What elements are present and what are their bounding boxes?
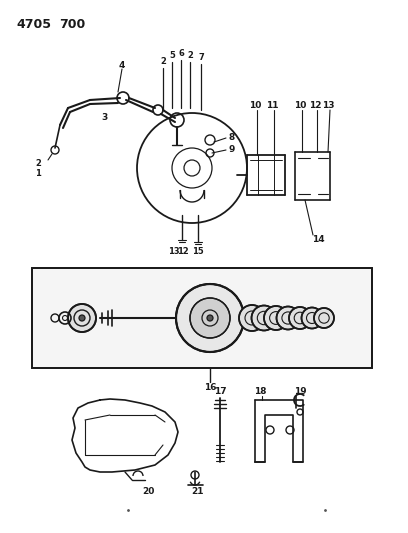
Circle shape — [302, 308, 322, 328]
Circle shape — [251, 305, 277, 330]
Text: 2: 2 — [160, 58, 166, 67]
Text: 3: 3 — [102, 112, 108, 122]
Circle shape — [277, 306, 299, 329]
Text: 8: 8 — [229, 133, 235, 142]
Text: 16: 16 — [204, 384, 216, 392]
Text: 1: 1 — [35, 168, 41, 177]
Circle shape — [264, 306, 288, 330]
Text: 21: 21 — [192, 488, 204, 497]
Text: 9: 9 — [229, 146, 235, 155]
Text: 10: 10 — [249, 101, 261, 109]
Text: 2: 2 — [35, 158, 41, 167]
Text: 15: 15 — [192, 247, 204, 256]
Text: 12: 12 — [309, 101, 321, 109]
Text: 12: 12 — [177, 247, 189, 256]
Circle shape — [176, 284, 244, 352]
Text: 6: 6 — [178, 50, 184, 59]
Circle shape — [68, 304, 96, 332]
Circle shape — [314, 308, 334, 328]
Circle shape — [289, 307, 311, 329]
Text: 11: 11 — [266, 101, 278, 109]
Circle shape — [207, 315, 213, 321]
Circle shape — [79, 315, 85, 321]
Circle shape — [190, 298, 230, 338]
Circle shape — [239, 305, 265, 331]
Text: 10: 10 — [294, 101, 306, 109]
Text: 700: 700 — [59, 19, 85, 31]
Text: 19: 19 — [294, 387, 306, 397]
Text: 20: 20 — [142, 488, 154, 497]
Text: 14: 14 — [312, 236, 324, 245]
Text: 18: 18 — [254, 387, 266, 397]
Text: 5: 5 — [169, 52, 175, 61]
Text: 4: 4 — [119, 61, 125, 69]
Text: 2: 2 — [187, 52, 193, 61]
Bar — [32, 268, 372, 368]
Text: 17: 17 — [214, 387, 226, 397]
Text: 4705: 4705 — [16, 19, 51, 31]
Text: 13: 13 — [168, 247, 180, 256]
Text: 7: 7 — [198, 53, 204, 62]
Bar — [32, 268, 372, 368]
Text: 13: 13 — [322, 101, 334, 109]
